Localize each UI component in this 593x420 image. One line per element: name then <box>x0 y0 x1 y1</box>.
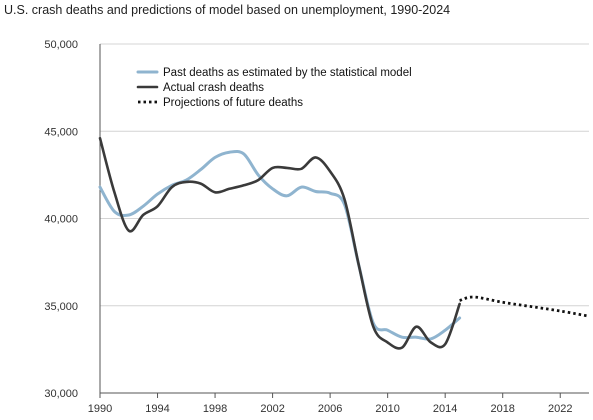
series-line-model-estimate <box>98 149 462 341</box>
y-tick-label: 30,000 <box>44 388 78 400</box>
x-tick-label: 2022 <box>548 403 572 415</box>
chart-title: U.S. crash deaths and predictions of mod… <box>4 3 451 17</box>
x-tick-label: 2018 <box>490 403 514 415</box>
y-tick-label: 45,000 <box>44 126 78 138</box>
x-tick-label: 1994 <box>145 403 169 415</box>
x-tick-label: 2014 <box>433 403 457 415</box>
series-line-projection <box>459 295 590 318</box>
y-tick-label: 50,000 <box>44 39 78 51</box>
y-tick-label: 40,000 <box>44 214 78 226</box>
series-line-actual-deaths <box>98 136 461 350</box>
x-tick-label: 1990 <box>88 403 112 415</box>
x-tick-label: 1998 <box>203 403 227 415</box>
x-tick-label: 2010 <box>375 403 399 415</box>
y-tick-label: 35,000 <box>44 301 78 313</box>
x-tick-label: 2002 <box>260 403 284 415</box>
legend-item-model-estimate-label: Past deaths as estimated by the statisti… <box>163 67 412 79</box>
legend-item-actual-deaths-label: Actual crash deaths <box>163 82 264 94</box>
legend-item-projection-label: Projections of future deaths <box>163 97 303 109</box>
x-tick-label: 2006 <box>318 403 342 415</box>
